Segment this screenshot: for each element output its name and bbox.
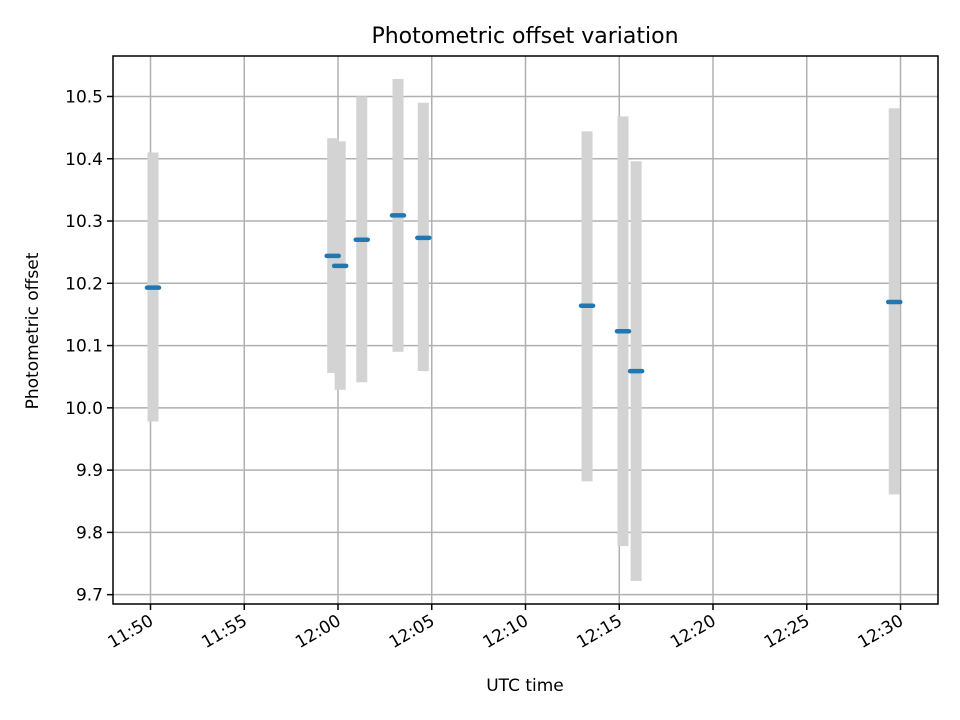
x-tick-label: 12:05 — [386, 611, 438, 653]
y-tick-label: 10.4 — [65, 150, 103, 170]
y-tick-label: 9.9 — [76, 461, 103, 481]
y-tick-label: 9.8 — [76, 523, 103, 543]
y-tick-label: 10.2 — [65, 274, 103, 294]
grid-lines — [113, 56, 938, 604]
x-tick-label: 11:50 — [105, 611, 157, 653]
x-tick-label: 12:15 — [573, 611, 625, 653]
x-tick-label: 12:25 — [761, 611, 813, 653]
y-tick-label: 10.0 — [65, 399, 103, 419]
error-bars — [147, 79, 900, 581]
y-tick-label: 10.5 — [65, 87, 103, 107]
x-tick-label: 12:30 — [855, 611, 907, 653]
chart-title: Photometric offset variation — [371, 24, 678, 49]
x-tick-label: 12:10 — [480, 611, 532, 653]
y-tick-label: 9.7 — [76, 586, 103, 606]
y-tick-label: 10.3 — [65, 212, 103, 232]
x-tick-label: 12:20 — [667, 611, 719, 653]
x-axis-label: UTC time — [486, 676, 564, 696]
x-tick-label: 11:55 — [198, 611, 250, 653]
y-tick-label: 10.1 — [65, 337, 103, 357]
y-axis-ticks: 9.7 9.8 9.9 10.0 10.1 10.2 10.3 10.4 10.5 — [65, 87, 113, 606]
data-points — [144, 213, 903, 374]
y-axis-label: Photometric offset — [23, 252, 43, 409]
x-axis-ticks: 11:50 11:55 12:00 12:05 12:10 12:15 12:20 12:25… — [105, 604, 907, 653]
x-tick-label: 12:00 — [292, 611, 344, 653]
